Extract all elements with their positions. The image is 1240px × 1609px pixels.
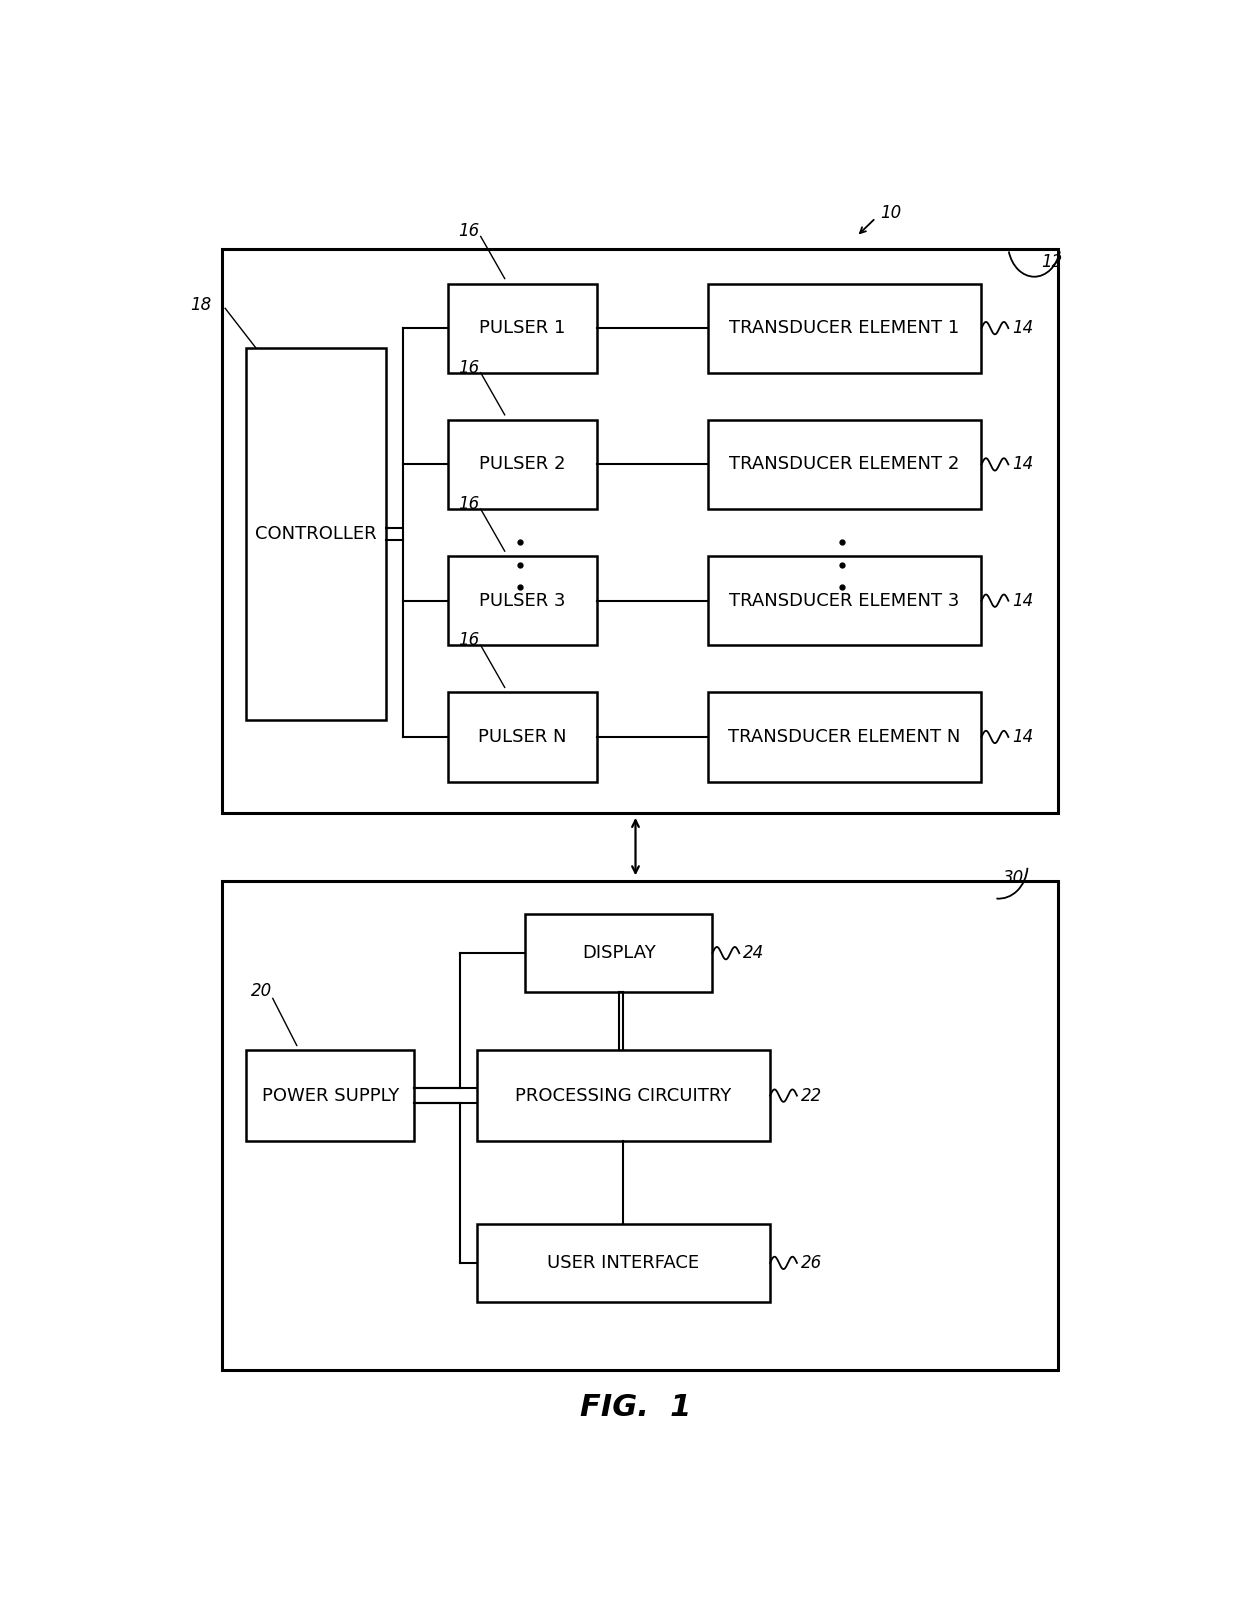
Text: 16: 16 [459,631,480,650]
Text: 16: 16 [459,222,480,240]
Bar [525,914,713,993]
Text: PULSER 2: PULSER 2 [480,455,565,473]
Bar [477,1051,770,1141]
Text: 26: 26 [801,1253,822,1271]
Text: TRANSDUCER ELEMENT 3: TRANSDUCER ELEMENT 3 [729,592,960,610]
Text: 18: 18 [191,296,212,314]
Text: USER INTERFACE: USER INTERFACE [547,1253,699,1271]
Bar [448,557,596,645]
Text: 22: 22 [801,1086,822,1105]
Text: PULSER N: PULSER N [479,727,567,747]
Text: TRANSDUCER ELEMENT N: TRANSDUCER ELEMENT N [728,727,961,747]
Bar [708,692,981,782]
Text: 20: 20 [250,981,272,999]
Bar [247,1051,414,1141]
Bar [708,283,981,373]
Bar [448,692,596,782]
Text: TRANSDUCER ELEMENT 1: TRANSDUCER ELEMENT 1 [729,319,960,338]
Text: CONTROLLER: CONTROLLER [255,525,377,542]
Bar [247,348,386,719]
Text: 12: 12 [1042,254,1063,272]
Bar [448,420,596,508]
Text: TRANSDUCER ELEMENT 2: TRANSDUCER ELEMENT 2 [729,455,960,473]
Bar [222,880,1058,1371]
Text: 14: 14 [1012,727,1033,747]
Text: 14: 14 [1012,319,1033,338]
Bar [477,1224,770,1302]
Text: PULSER 3: PULSER 3 [480,592,565,610]
Bar [222,249,1058,813]
Text: FIG.  1: FIG. 1 [580,1393,691,1422]
Bar [708,420,981,508]
Text: 30: 30 [1003,869,1024,887]
Text: 10: 10 [880,204,901,222]
Text: 16: 16 [459,359,480,377]
Text: DISPLAY: DISPLAY [582,944,656,962]
Text: 16: 16 [459,496,480,513]
Bar [708,557,981,645]
Text: PULSER 1: PULSER 1 [480,319,565,338]
Text: 14: 14 [1012,592,1033,610]
Text: 24: 24 [743,944,764,962]
Bar [448,283,596,373]
Text: 14: 14 [1012,455,1033,473]
Text: POWER SUPPLY: POWER SUPPLY [262,1086,399,1105]
Text: PROCESSING CIRCUITRY: PROCESSING CIRCUITRY [516,1086,732,1105]
